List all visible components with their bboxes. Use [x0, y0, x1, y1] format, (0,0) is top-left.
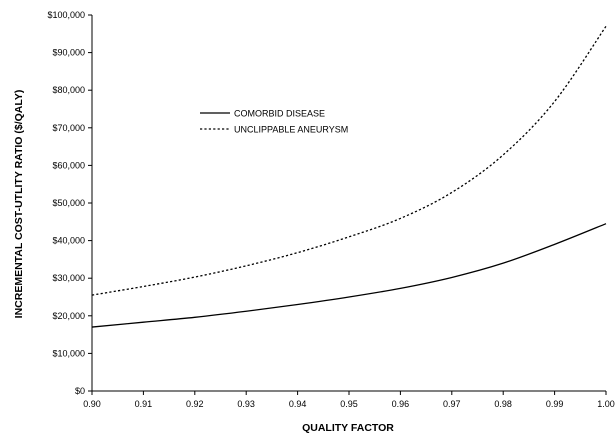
y-tick-label: $0: [75, 386, 85, 396]
y-tick-label: $90,000: [52, 48, 85, 58]
y-axis-label: INCREMENTAL COST-UTLITY RATIO ($/QALY): [13, 90, 25, 319]
x-tick-label: 0.92: [186, 399, 204, 409]
y-tick-label: $80,000: [52, 85, 85, 95]
y-tick-label: $100,000: [47, 10, 85, 20]
x-tick-label: 0.95: [340, 399, 358, 409]
x-tick-label: 0.98: [494, 399, 512, 409]
legend-label-unclippable-aneurysm: UNCLIPPABLE ANEURYSM: [234, 125, 348, 135]
y-tick-label: $20,000: [52, 311, 85, 321]
x-tick-label: 0.90: [83, 399, 101, 409]
series-line-comorbid-disease: [91, 223, 607, 328]
x-tick-label: 0.94: [289, 399, 307, 409]
x-tick-label: 0.99: [546, 399, 564, 409]
legend-label-comorbid-disease: COMORBID DISEASE: [234, 109, 325, 119]
x-axis-label: QUALITY FACTOR: [302, 422, 394, 434]
x-tick-label: 1.00: [597, 399, 615, 409]
y-tick-label: $50,000: [52, 198, 85, 208]
x-tick-label: 0.91: [135, 399, 153, 409]
y-tick-label: $70,000: [52, 123, 85, 133]
x-tick-label: 0.97: [443, 399, 461, 409]
y-tick-label: $30,000: [52, 273, 85, 283]
x-tick-label: 0.96: [392, 399, 410, 409]
y-tick-label: $40,000: [52, 236, 85, 246]
series-line-unclippable-aneurysm: [91, 25, 607, 296]
x-tick-label: 0.93: [237, 399, 255, 409]
y-tick-label: $60,000: [52, 160, 85, 170]
y-tick-label: $10,000: [52, 348, 85, 358]
series-group: [91, 25, 607, 328]
axes: $0 $10,000 $20,000 $30,000 $40,000 $50,000 $60…: [47, 10, 614, 409]
legend: COMORBID DISEASE UNCLIPPABLE ANEURYSM: [200, 109, 348, 135]
